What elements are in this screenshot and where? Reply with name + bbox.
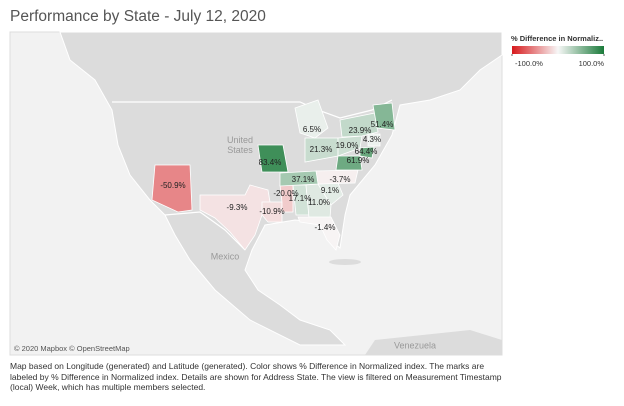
state-label: -20.0% (273, 189, 298, 198)
state (279, 170, 319, 187)
place-label: Mexico (211, 251, 240, 261)
title: Performance by State - July 12, 2020 (10, 8, 266, 25)
state-label: 21.3% (310, 145, 333, 154)
caption: Map based on Longitude (generated) and L… (10, 361, 502, 392)
state-label: 61.9% (347, 156, 370, 165)
state (199, 184, 271, 251)
state-label: -50.9% (160, 181, 185, 190)
land-south (365, 330, 502, 355)
state-label: 11.0% (308, 198, 330, 207)
legend-tick-label: -100.0% (515, 59, 543, 68)
state (372, 102, 396, 131)
state-label: 4.3% (363, 135, 381, 144)
place-label: Venezuela (394, 340, 436, 350)
state-label: 23.9% (349, 126, 372, 135)
state-label: 83.4% (259, 158, 282, 167)
map-view: Performance by State - July 12, 2020 -50… (9, 8, 605, 356)
attribution: © 2020 Mapbox © OpenStreetMap (14, 344, 130, 353)
state-label: -9.3% (227, 203, 248, 212)
state (297, 216, 341, 251)
state-label: -1.4% (315, 223, 336, 232)
state-label: 17.1% (289, 194, 312, 203)
labels: -50.9% -9.3% -10.9% -20.0%17.1%11.0% -1.4% 9.… (160, 120, 393, 232)
legend-tick-label: 100.0% (579, 59, 605, 68)
state (367, 133, 381, 147)
legend-bar (512, 46, 604, 54)
place-label: United States (227, 135, 253, 155)
state-label: -3.7% (330, 175, 351, 184)
state (261, 201, 283, 223)
state-label: 37.1% (292, 175, 315, 184)
state (294, 99, 329, 139)
state-label: 64.4% (355, 147, 378, 156)
state (151, 164, 193, 213)
state-label: -10.9% (259, 207, 284, 216)
state-label: 6.5% (303, 125, 321, 134)
state (257, 144, 289, 173)
state-label: 9.1% (321, 186, 339, 195)
island (329, 259, 361, 265)
border (164, 211, 246, 251)
state (359, 146, 375, 159)
state-label: 51.4% (371, 120, 394, 129)
legend-title: % Difference in Normaliz.. (511, 34, 603, 43)
states (151, 99, 396, 251)
state-label: 19.0% (336, 141, 359, 150)
state (335, 155, 363, 171)
